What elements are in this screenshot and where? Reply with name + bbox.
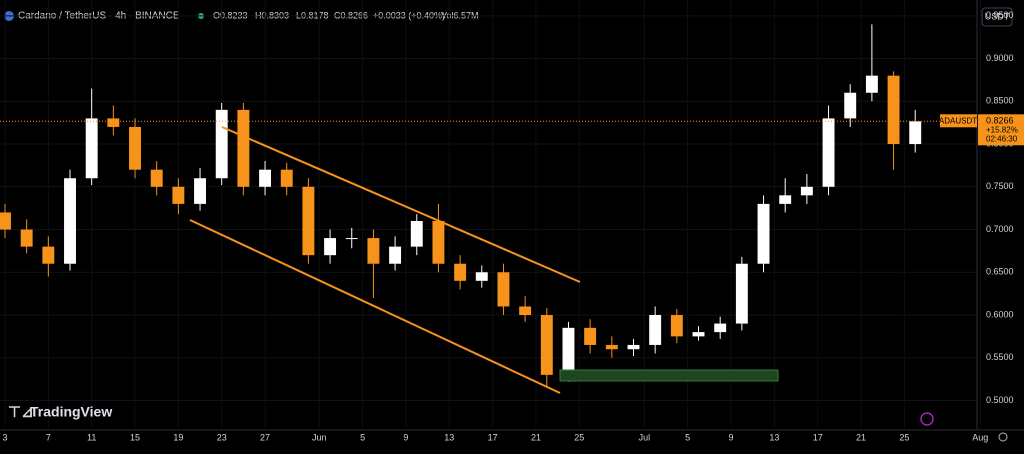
candle-body (129, 126, 141, 170)
x-tick-label: 19 (173, 432, 183, 442)
candle-body (259, 169, 272, 187)
candle-body (887, 75, 900, 145)
x-tick-label: 17 (813, 432, 823, 442)
candle-body (519, 306, 532, 316)
y-tick-label: 0.5000 (986, 395, 1014, 405)
y-tick-label: 0.9500 (986, 10, 1014, 20)
candle-body (692, 332, 705, 337)
y-tick-label: 0.8500 (986, 96, 1014, 106)
candle-body (150, 169, 163, 187)
candle-body (0, 212, 11, 230)
x-tick-label: 9 (403, 432, 408, 442)
candle-body (909, 121, 922, 145)
candle-body (562, 327, 575, 375)
symbol-tag-bg (940, 114, 977, 128)
currency-label: USDT (985, 11, 1010, 21)
channel-upper (221, 126, 581, 283)
candle-body (822, 118, 835, 187)
candle-body (237, 109, 250, 187)
y-tick-label: 0.6500 (986, 267, 1014, 277)
settings-icon[interactable] (998, 432, 1008, 442)
x-tick-label: 5 (360, 432, 365, 442)
candle-body (64, 178, 76, 264)
change-tag: +15.82% (986, 125, 1018, 134)
candle-body (779, 195, 792, 204)
price-tag: 0.8266 (986, 116, 1014, 126)
candle-body (20, 229, 33, 247)
alert-icon[interactable] (920, 412, 934, 426)
candle-body (865, 75, 878, 93)
x-tick-label: 5 (685, 432, 690, 442)
x-tick-label: 13 (769, 432, 779, 442)
candle-body (757, 203, 770, 264)
candle-body (714, 323, 727, 333)
candle-body (605, 344, 618, 350)
candle-body (454, 263, 467, 281)
candle-body (432, 220, 445, 264)
candle-body (172, 186, 185, 204)
x-tick-label: Jun (312, 432, 327, 442)
x-tick-label: 9 (729, 432, 734, 442)
x-tick-label: 3 (2, 432, 7, 442)
candle-body (800, 186, 813, 196)
x-tick-label: Jul (639, 432, 651, 442)
y-tick-label: 0.9000 (986, 53, 1014, 63)
candle-body (410, 220, 423, 247)
y-tick-label: 0.6000 (986, 309, 1014, 319)
candle-body (475, 272, 488, 281)
countdown-tag: 02:46:30 (986, 134, 1018, 143)
support-zone (559, 369, 779, 382)
x-tick-label: 13 (444, 432, 454, 442)
symbol-tag: ADAUSDT (939, 116, 977, 125)
y-tick-label: 0.7500 (986, 181, 1014, 191)
candle-body (735, 263, 748, 324)
candle-body (649, 315, 662, 345)
candle-body (670, 315, 683, 337)
currency-button[interactable] (981, 7, 1013, 27)
x-tick-label: 25 (574, 432, 584, 442)
channel-lower (189, 219, 561, 394)
candle-body (540, 315, 553, 375)
candle-body (345, 238, 358, 240)
x-tick-label: 21 (531, 432, 541, 442)
candle-body (497, 272, 510, 307)
x-tick-label: 25 (899, 432, 909, 442)
x-tick-label: Aug (972, 432, 988, 442)
price-tag-bg (978, 114, 1024, 146)
candle-body (302, 186, 315, 256)
candle-body (107, 118, 120, 127)
x-tick-label: 17 (488, 432, 498, 442)
candle-body (324, 238, 337, 256)
x-tick-label: 15 (130, 432, 140, 442)
candle-body (584, 327, 597, 345)
candle-body (194, 178, 206, 204)
candle-body (280, 169, 293, 187)
y-tick-label: 0.7000 (986, 224, 1014, 234)
x-tick-label: 23 (217, 432, 227, 442)
candle-body (367, 238, 380, 264)
candle-body (85, 118, 98, 179)
candle-body (389, 246, 402, 264)
x-tick-label: 27 (260, 432, 270, 442)
candle-body (42, 246, 55, 264)
x-tick-label: 21 (856, 432, 866, 442)
y-tick-label: 0.5500 (986, 352, 1014, 362)
candle-body (215, 109, 228, 179)
x-tick-label: 7 (46, 432, 51, 442)
x-tick-label: 11 (87, 432, 96, 442)
candle-body (844, 92, 857, 119)
candle-body (627, 344, 640, 350)
logo-mark: ⊤⊿ (8, 404, 34, 421)
logo: TradingView (30, 404, 112, 420)
